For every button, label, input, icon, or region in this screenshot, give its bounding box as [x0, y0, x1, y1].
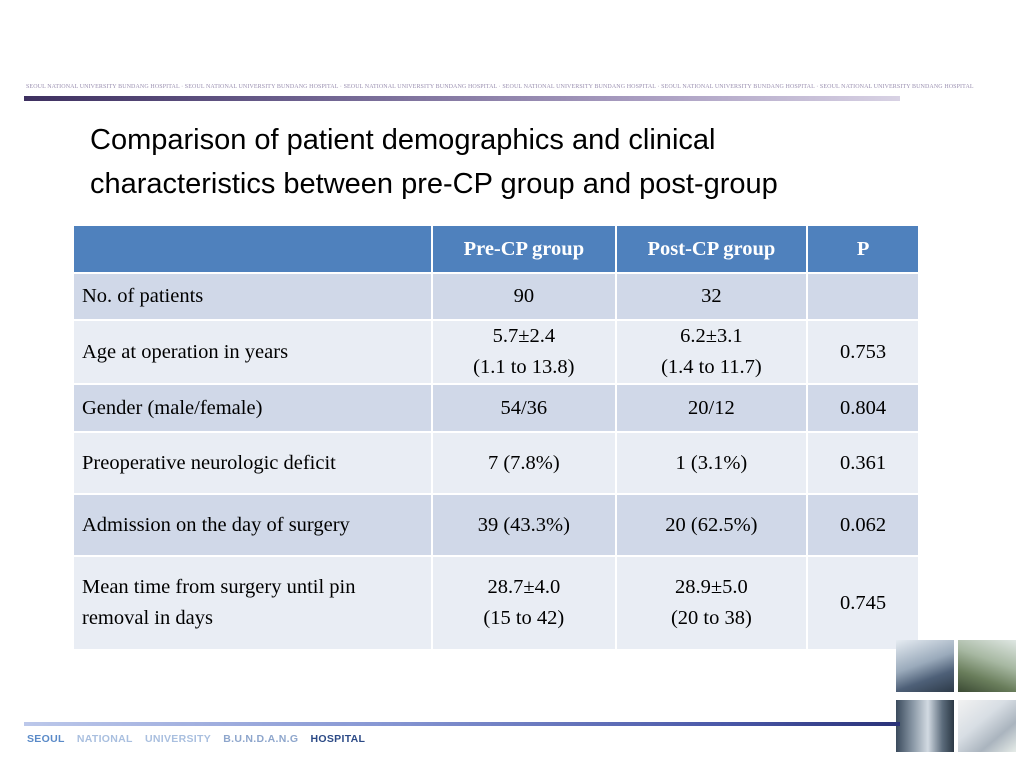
hospital-campus-photo: [958, 640, 1016, 692]
header-cell-pre-cp: Pre-CP group: [431, 224, 617, 274]
footer-logo-text: SEOUL NATIONAL UNIVERSITY B.U.N.D.A.N.G …: [27, 733, 374, 745]
footer-word-seoul: SEOUL: [27, 733, 65, 745]
pre-cp-value-line-2: (15 to 42): [483, 607, 565, 629]
pre-cp-value: 7 (7.8%): [431, 431, 617, 495]
row-label-line-1: Mean time from surgery until pin: [82, 576, 356, 598]
post-cp-value: 6.2±3.1 (1.4 to 11.7): [614, 319, 809, 385]
post-cp-value: 20 (62.5%): [614, 493, 809, 557]
table-row: Age at operation in years 5.7±2.4 (1.1 t…: [71, 319, 920, 385]
footer-word-hospital: HOSPITAL: [310, 733, 366, 745]
pre-cp-value: 90: [431, 272, 617, 321]
header-running-text: SEOUL NATIONAL UNIVERSITY BUNDANG HOSPIT…: [26, 84, 974, 90]
header-cell-post-cp: Post-CP group: [614, 224, 809, 274]
p-value: [806, 272, 920, 321]
row-label: Admission on the day of surgery: [71, 493, 434, 557]
post-cp-value: 32: [614, 272, 809, 321]
post-cp-value-line-1: 28.9±5.0: [675, 576, 748, 598]
footer-word-bundang: B.U.N.D.A.N.G: [223, 733, 299, 745]
header-cell-empty: [71, 224, 434, 274]
table-row: Gender (male/female) 54/36 20/12 0.804: [71, 383, 920, 433]
post-cp-value: 20/12: [614, 383, 809, 433]
row-label-line-2: removal in days: [82, 607, 213, 629]
post-cp-value-line-1: 6.2±3.1: [680, 325, 743, 347]
post-cp-value-line-2: (1.4 to 11.7): [661, 356, 762, 378]
table-row: No. of patients 90 32: [71, 272, 920, 321]
p-value: 0.062: [806, 493, 920, 557]
pre-cp-value-line-1: 5.7±2.4: [492, 325, 556, 347]
pre-cp-value: 39 (43.3%): [431, 493, 617, 557]
hospital-facade-photo: [896, 700, 954, 752]
post-cp-value: 28.9±5.0 (20 to 38): [614, 555, 809, 651]
hospital-photos: [896, 640, 1024, 756]
pre-cp-value-line-2: (1.1 to 13.8): [473, 356, 575, 378]
p-value: 0.361: [806, 431, 920, 495]
header-bar: [24, 96, 900, 101]
table-row: Mean time from surgery until pin removal…: [71, 555, 920, 651]
post-cp-value-line-2: (20 to 38): [670, 607, 752, 629]
p-value: 0.804: [806, 383, 920, 433]
pre-cp-value: 5.7±2.4 (1.1 to 13.8): [431, 319, 617, 385]
footer-word-university: UNIVERSITY: [144, 733, 211, 745]
slide-title: Comparison of patient demographics and c…: [90, 118, 950, 206]
title-line-1: Comparison of patient demographics and c…: [90, 124, 716, 156]
p-value: 0.753: [806, 319, 920, 385]
pre-cp-value: 54/36: [431, 383, 617, 433]
row-label: Age at operation in years: [71, 319, 434, 385]
comparison-table: Pre-CP group Post-CP group P No. of pati…: [71, 224, 920, 651]
hospital-interior-photo: [958, 700, 1016, 752]
pre-cp-value: 28.7±4.0 (15 to 42): [431, 555, 617, 651]
title-line-2: characteristics between pre-CP group and…: [90, 168, 778, 200]
hospital-building-photo: [896, 640, 954, 692]
header-cell-p: P: [806, 224, 920, 274]
table-header-row: Pre-CP group Post-CP group P: [71, 224, 920, 274]
footer-bar: [24, 722, 900, 726]
row-label: Mean time from surgery until pin removal…: [71, 555, 434, 651]
row-label: Preoperative neurologic deficit: [71, 431, 434, 495]
row-label: No. of patients: [71, 272, 434, 321]
row-label: Gender (male/female): [71, 383, 434, 433]
post-cp-value: 1 (3.1%): [614, 431, 809, 495]
p-value: 0.745: [806, 555, 920, 651]
footer-word-national: NATIONAL: [76, 733, 133, 745]
table-row: Admission on the day of surgery 39 (43.3…: [71, 493, 920, 557]
pre-cp-value-line-1: 28.7±4.0: [487, 576, 561, 598]
table-row: Preoperative neurologic deficit 7 (7.8%)…: [71, 431, 920, 495]
